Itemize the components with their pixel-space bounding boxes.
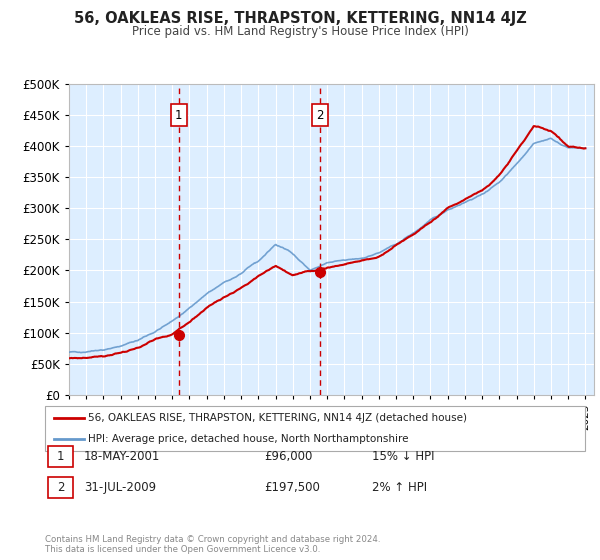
Text: £96,000: £96,000 <box>264 450 313 463</box>
Text: 1: 1 <box>175 109 182 122</box>
Text: Price paid vs. HM Land Registry's House Price Index (HPI): Price paid vs. HM Land Registry's House … <box>131 25 469 38</box>
Text: 56, OAKLEAS RISE, THRAPSTON, KETTERING, NN14 4JZ: 56, OAKLEAS RISE, THRAPSTON, KETTERING, … <box>74 11 526 26</box>
Text: £197,500: £197,500 <box>264 480 320 494</box>
Text: 2: 2 <box>316 109 324 122</box>
Text: HPI: Average price, detached house, North Northamptonshire: HPI: Average price, detached house, Nort… <box>88 433 409 444</box>
Text: 1: 1 <box>57 450 64 463</box>
Text: 15% ↓ HPI: 15% ↓ HPI <box>372 450 434 463</box>
Text: 18-MAY-2001: 18-MAY-2001 <box>84 450 160 463</box>
Text: 56, OAKLEAS RISE, THRAPSTON, KETTERING, NN14 4JZ (detached house): 56, OAKLEAS RISE, THRAPSTON, KETTERING, … <box>88 413 467 423</box>
Text: 31-JUL-2009: 31-JUL-2009 <box>84 480 156 494</box>
Text: 2% ↑ HPI: 2% ↑ HPI <box>372 480 427 494</box>
Text: Contains HM Land Registry data © Crown copyright and database right 2024.
This d: Contains HM Land Registry data © Crown c… <box>45 535 380 554</box>
Text: 2: 2 <box>57 480 64 494</box>
